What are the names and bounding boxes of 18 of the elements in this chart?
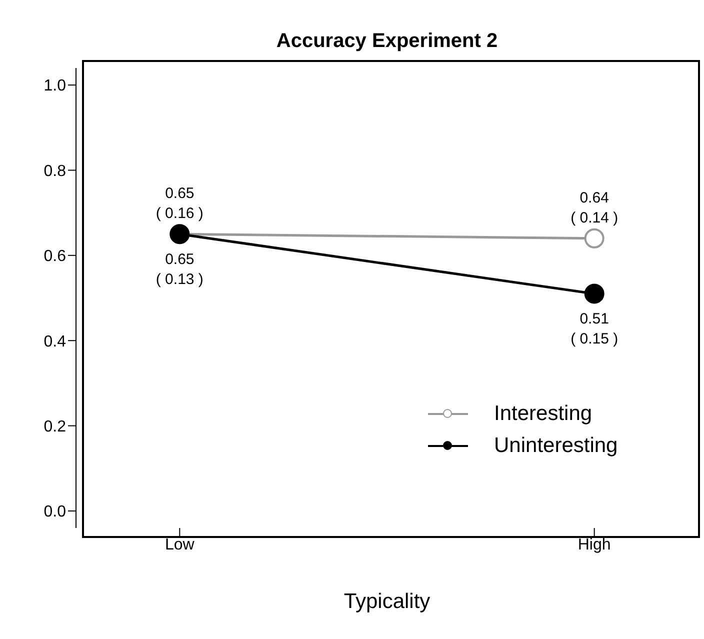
y-tick-label: 0.2	[44, 418, 66, 436]
y-tick-label: 0.4	[44, 333, 66, 350]
point	[584, 228, 604, 248]
y-tick-label: 0.0	[44, 504, 66, 521]
chart-title: Accuracy Experiment 2	[275, 30, 499, 53]
point	[584, 284, 604, 304]
legend-label: Interesting	[494, 401, 592, 427]
x-tick-label: Low	[164, 536, 195, 554]
x-axis-title: Typicality	[344, 590, 431, 613]
y-tick-label: 1.0	[44, 78, 66, 95]
y-tick-label: 0.6	[44, 248, 66, 266]
legend-label: Uninteresting	[494, 433, 618, 459]
data-label: 0.51 ( 0.15 )	[570, 310, 618, 348]
y-tick-label: 0.8	[44, 162, 66, 180]
data-label: 0.64 ( 0.14 )	[570, 189, 618, 226]
data-label: 0.65 ( 0.16 )	[156, 185, 204, 222]
data-label: 0.65 ( 0.13 )	[156, 251, 204, 288]
x-tick-label: High	[578, 536, 611, 554]
